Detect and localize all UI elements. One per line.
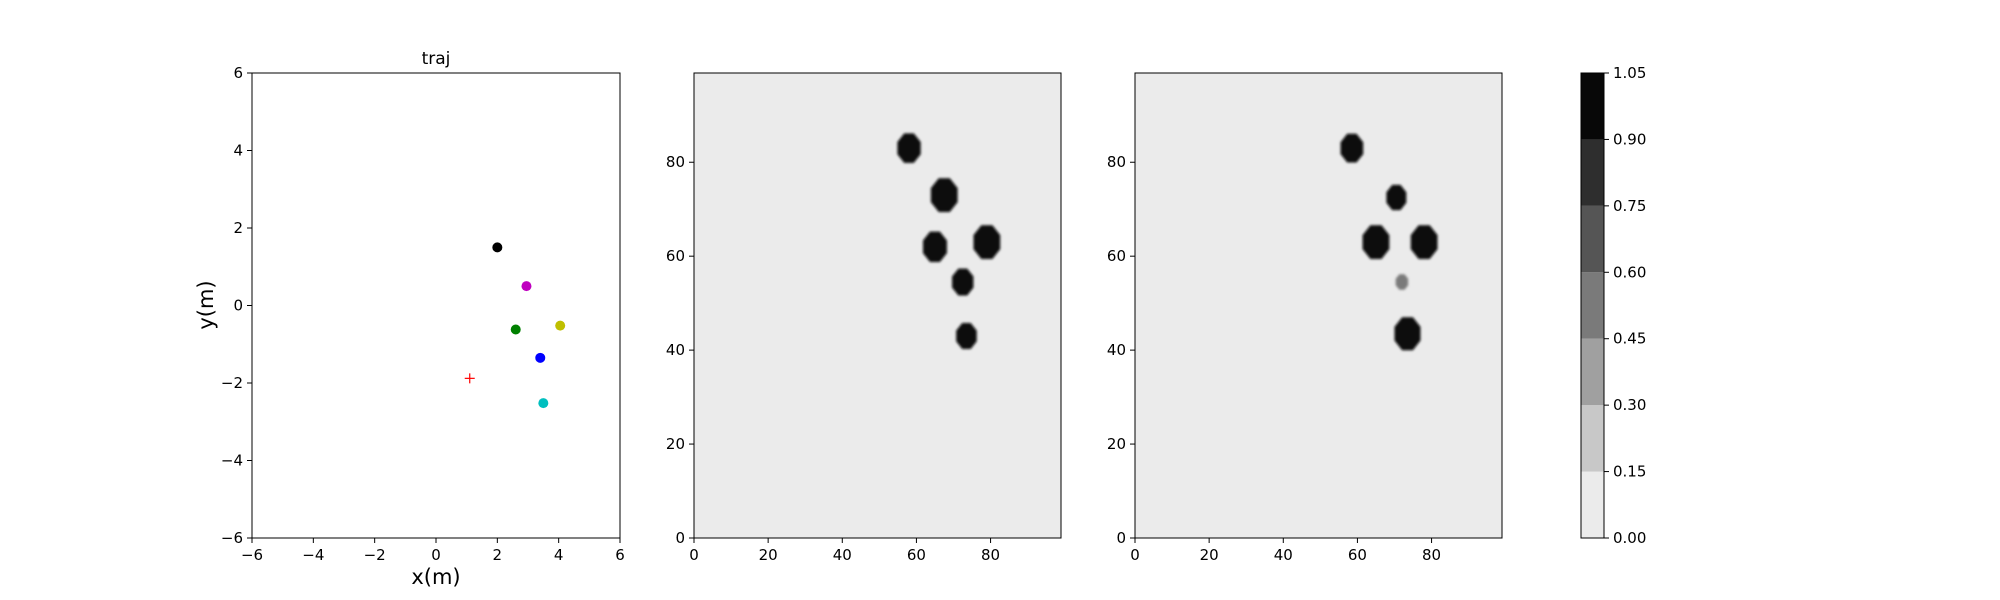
y-tick-label: 6 bbox=[233, 64, 243, 82]
obstacle-blob bbox=[1410, 225, 1438, 259]
obstacle-blob bbox=[1395, 274, 1409, 290]
y-tick-label: 40 bbox=[666, 341, 685, 359]
heatmap-panel-2: 0 20 40 60 80 0 20 40 60 80 bbox=[1107, 72, 1503, 564]
obstacle-blob bbox=[952, 268, 974, 296]
x-tick-label: 20 bbox=[1200, 546, 1219, 564]
agent-point bbox=[538, 398, 549, 409]
x-tick-label: 20 bbox=[759, 546, 778, 564]
obstacle-blob bbox=[1386, 184, 1407, 211]
obstacle-blob bbox=[923, 231, 947, 262]
colorbar-tick-label: 1.05 bbox=[1613, 64, 1646, 82]
colorbar-frame bbox=[1580, 72, 1605, 539]
agent-point bbox=[510, 324, 521, 335]
x-tick-label: 4 bbox=[554, 546, 564, 564]
plot-frame bbox=[693, 72, 1062, 539]
chart-title: traj bbox=[422, 49, 451, 69]
colorbar-tick-label: 0.30 bbox=[1613, 396, 1646, 414]
y-tick-label: 4 bbox=[233, 142, 243, 160]
y-tick-label: 60 bbox=[1107, 247, 1126, 265]
colorbar-band bbox=[1581, 471, 1604, 538]
x-axis-label: x(m) bbox=[411, 565, 460, 589]
y-tick-label: 0 bbox=[233, 297, 243, 315]
obstacle-blob bbox=[930, 178, 958, 212]
y-tick-label: 40 bbox=[1107, 341, 1126, 359]
x-tick-label: 40 bbox=[1274, 546, 1293, 564]
y-tick-label: −2 bbox=[221, 374, 243, 392]
heatmap-blobs bbox=[897, 133, 1001, 349]
x-tick-label: 0 bbox=[689, 546, 699, 564]
heatmap-background bbox=[1135, 73, 1502, 538]
colorbar-band bbox=[1581, 139, 1604, 206]
x-tick-label: 6 bbox=[615, 546, 625, 564]
agent-point bbox=[535, 352, 546, 363]
agent-point bbox=[555, 320, 566, 331]
x-tick-label: 2 bbox=[493, 546, 503, 564]
heatmap-background bbox=[694, 73, 1061, 538]
x-tick-label: 40 bbox=[833, 546, 852, 564]
heatmap-panel-1: 0 20 40 60 80 0 20 40 60 80 bbox=[666, 72, 1062, 564]
x-tick-label: −2 bbox=[364, 546, 386, 564]
trajectory-panel: traj −6 −4 −2 0 2 4 6 −6 −4 −2 0 2 4 6 x(m) y(m) bbox=[194, 49, 625, 589]
x-tick-label: 80 bbox=[1422, 546, 1441, 564]
colorbar-tick-label: 0.15 bbox=[1613, 463, 1646, 481]
x-tick-label: −6 bbox=[241, 546, 263, 564]
plot-area bbox=[252, 73, 620, 538]
obstacle-blob bbox=[956, 323, 977, 349]
colorbar-tick-label: 0.60 bbox=[1613, 263, 1646, 281]
colorbar-band bbox=[1581, 73, 1604, 140]
colorbar-band bbox=[1581, 272, 1604, 339]
obstacle-blob bbox=[1394, 317, 1421, 351]
y-tick-label: 0 bbox=[675, 529, 685, 547]
agent-point bbox=[521, 281, 532, 292]
obstacle-blob bbox=[897, 133, 921, 163]
x-tick-label: 0 bbox=[1130, 546, 1140, 564]
colorbar-tick-label: 0.90 bbox=[1613, 130, 1646, 148]
goal-marker bbox=[464, 373, 475, 384]
x-tick-label: −4 bbox=[302, 546, 324, 564]
y-tick-label: 2 bbox=[233, 219, 243, 237]
y-tick-label: 20 bbox=[666, 435, 685, 453]
y-tick-label: 80 bbox=[666, 153, 685, 171]
y-tick-label: −6 bbox=[221, 529, 243, 547]
colorbar: 0.00 0.15 0.30 0.45 0.60 0.75 0.90 1.05 bbox=[1580, 64, 1646, 547]
x-tick-label: 0 bbox=[431, 546, 441, 564]
x-tick-label: 80 bbox=[981, 546, 1000, 564]
y-tick-label: 80 bbox=[1107, 153, 1126, 171]
colorbar-band bbox=[1581, 338, 1604, 406]
y-tick-label: 60 bbox=[666, 247, 685, 265]
plot-frame bbox=[1134, 72, 1503, 539]
y-tick-label: 20 bbox=[1107, 435, 1126, 453]
x-tick-label: 60 bbox=[907, 546, 926, 564]
heatmap-blobs bbox=[1340, 133, 1438, 351]
y-tick-label: 0 bbox=[1116, 529, 1126, 547]
obstacle-blob bbox=[1340, 133, 1364, 163]
colorbar-band bbox=[1581, 405, 1604, 472]
colorbar-tick-label: 0.75 bbox=[1613, 197, 1646, 215]
colorbar-tick-label: 0.00 bbox=[1613, 529, 1646, 547]
obstacle-blob bbox=[1362, 225, 1390, 259]
obstacle-blob bbox=[973, 225, 1001, 259]
agent-point bbox=[492, 242, 503, 253]
plot-frame bbox=[251, 72, 621, 539]
colorbar-tick-label: 0.45 bbox=[1613, 330, 1646, 348]
y-axis-label: y(m) bbox=[194, 280, 218, 329]
y-tick-label: −4 bbox=[221, 452, 243, 470]
colorbar-band bbox=[1581, 205, 1604, 273]
x-tick-label: 60 bbox=[1348, 546, 1367, 564]
